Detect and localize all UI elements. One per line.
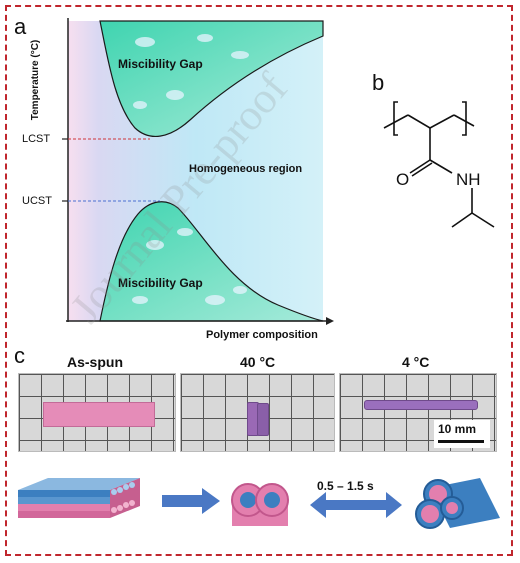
pnipam-structure bbox=[383, 101, 495, 228]
unrolled-film bbox=[364, 400, 478, 410]
x-axis-label: Polymer composition bbox=[206, 329, 318, 341]
time-label: 0.5 – 1.5 s bbox=[317, 479, 374, 493]
rolled-film-b bbox=[257, 403, 269, 436]
photo2-label: 40 °C bbox=[240, 354, 276, 370]
4c-photo: 10 mm bbox=[339, 373, 497, 452]
scale-bar bbox=[438, 440, 484, 443]
lower-gap-label: Miscibility Gap bbox=[118, 276, 203, 290]
photo3-label: 4 °C bbox=[402, 354, 430, 370]
double-arrow bbox=[310, 492, 402, 518]
phase-diagram bbox=[62, 18, 334, 325]
rolled-tubes bbox=[231, 483, 289, 526]
lower-miscibility-gap bbox=[99, 201, 324, 322]
x-axis-arrow bbox=[326, 317, 334, 325]
fiber-stack bbox=[18, 478, 140, 518]
ucst-label: UCST bbox=[22, 195, 52, 207]
panel-a-letter: a bbox=[14, 14, 27, 39]
nh-label: NH bbox=[456, 170, 481, 189]
right-arrow bbox=[162, 488, 220, 514]
photo1-label: As-spun bbox=[67, 354, 123, 370]
oxygen-label: O bbox=[396, 170, 410, 189]
upper-miscibility-gap bbox=[99, 20, 324, 137]
upper-gap-label: Miscibility Gap bbox=[118, 57, 203, 71]
homogeneous-label: Homogeneous region bbox=[189, 163, 303, 175]
triple-tubes bbox=[415, 478, 500, 529]
lcst-label: LCST bbox=[22, 133, 51, 145]
as-spun-film bbox=[43, 402, 155, 427]
panel-c-letter: c bbox=[14, 343, 25, 368]
panel-b-letter: b bbox=[372, 70, 385, 95]
scale-bar-label: 10 mm bbox=[438, 422, 477, 436]
figure-border bbox=[5, 5, 513, 556]
y-axis-label: Temperature (°C) bbox=[30, 39, 41, 121]
scale-bar-box: 10 mm bbox=[434, 420, 490, 448]
as-spun-photo bbox=[18, 373, 176, 452]
40c-photo bbox=[180, 373, 335, 452]
particle-decorations bbox=[132, 34, 249, 305]
folding-schematic bbox=[18, 478, 500, 529]
